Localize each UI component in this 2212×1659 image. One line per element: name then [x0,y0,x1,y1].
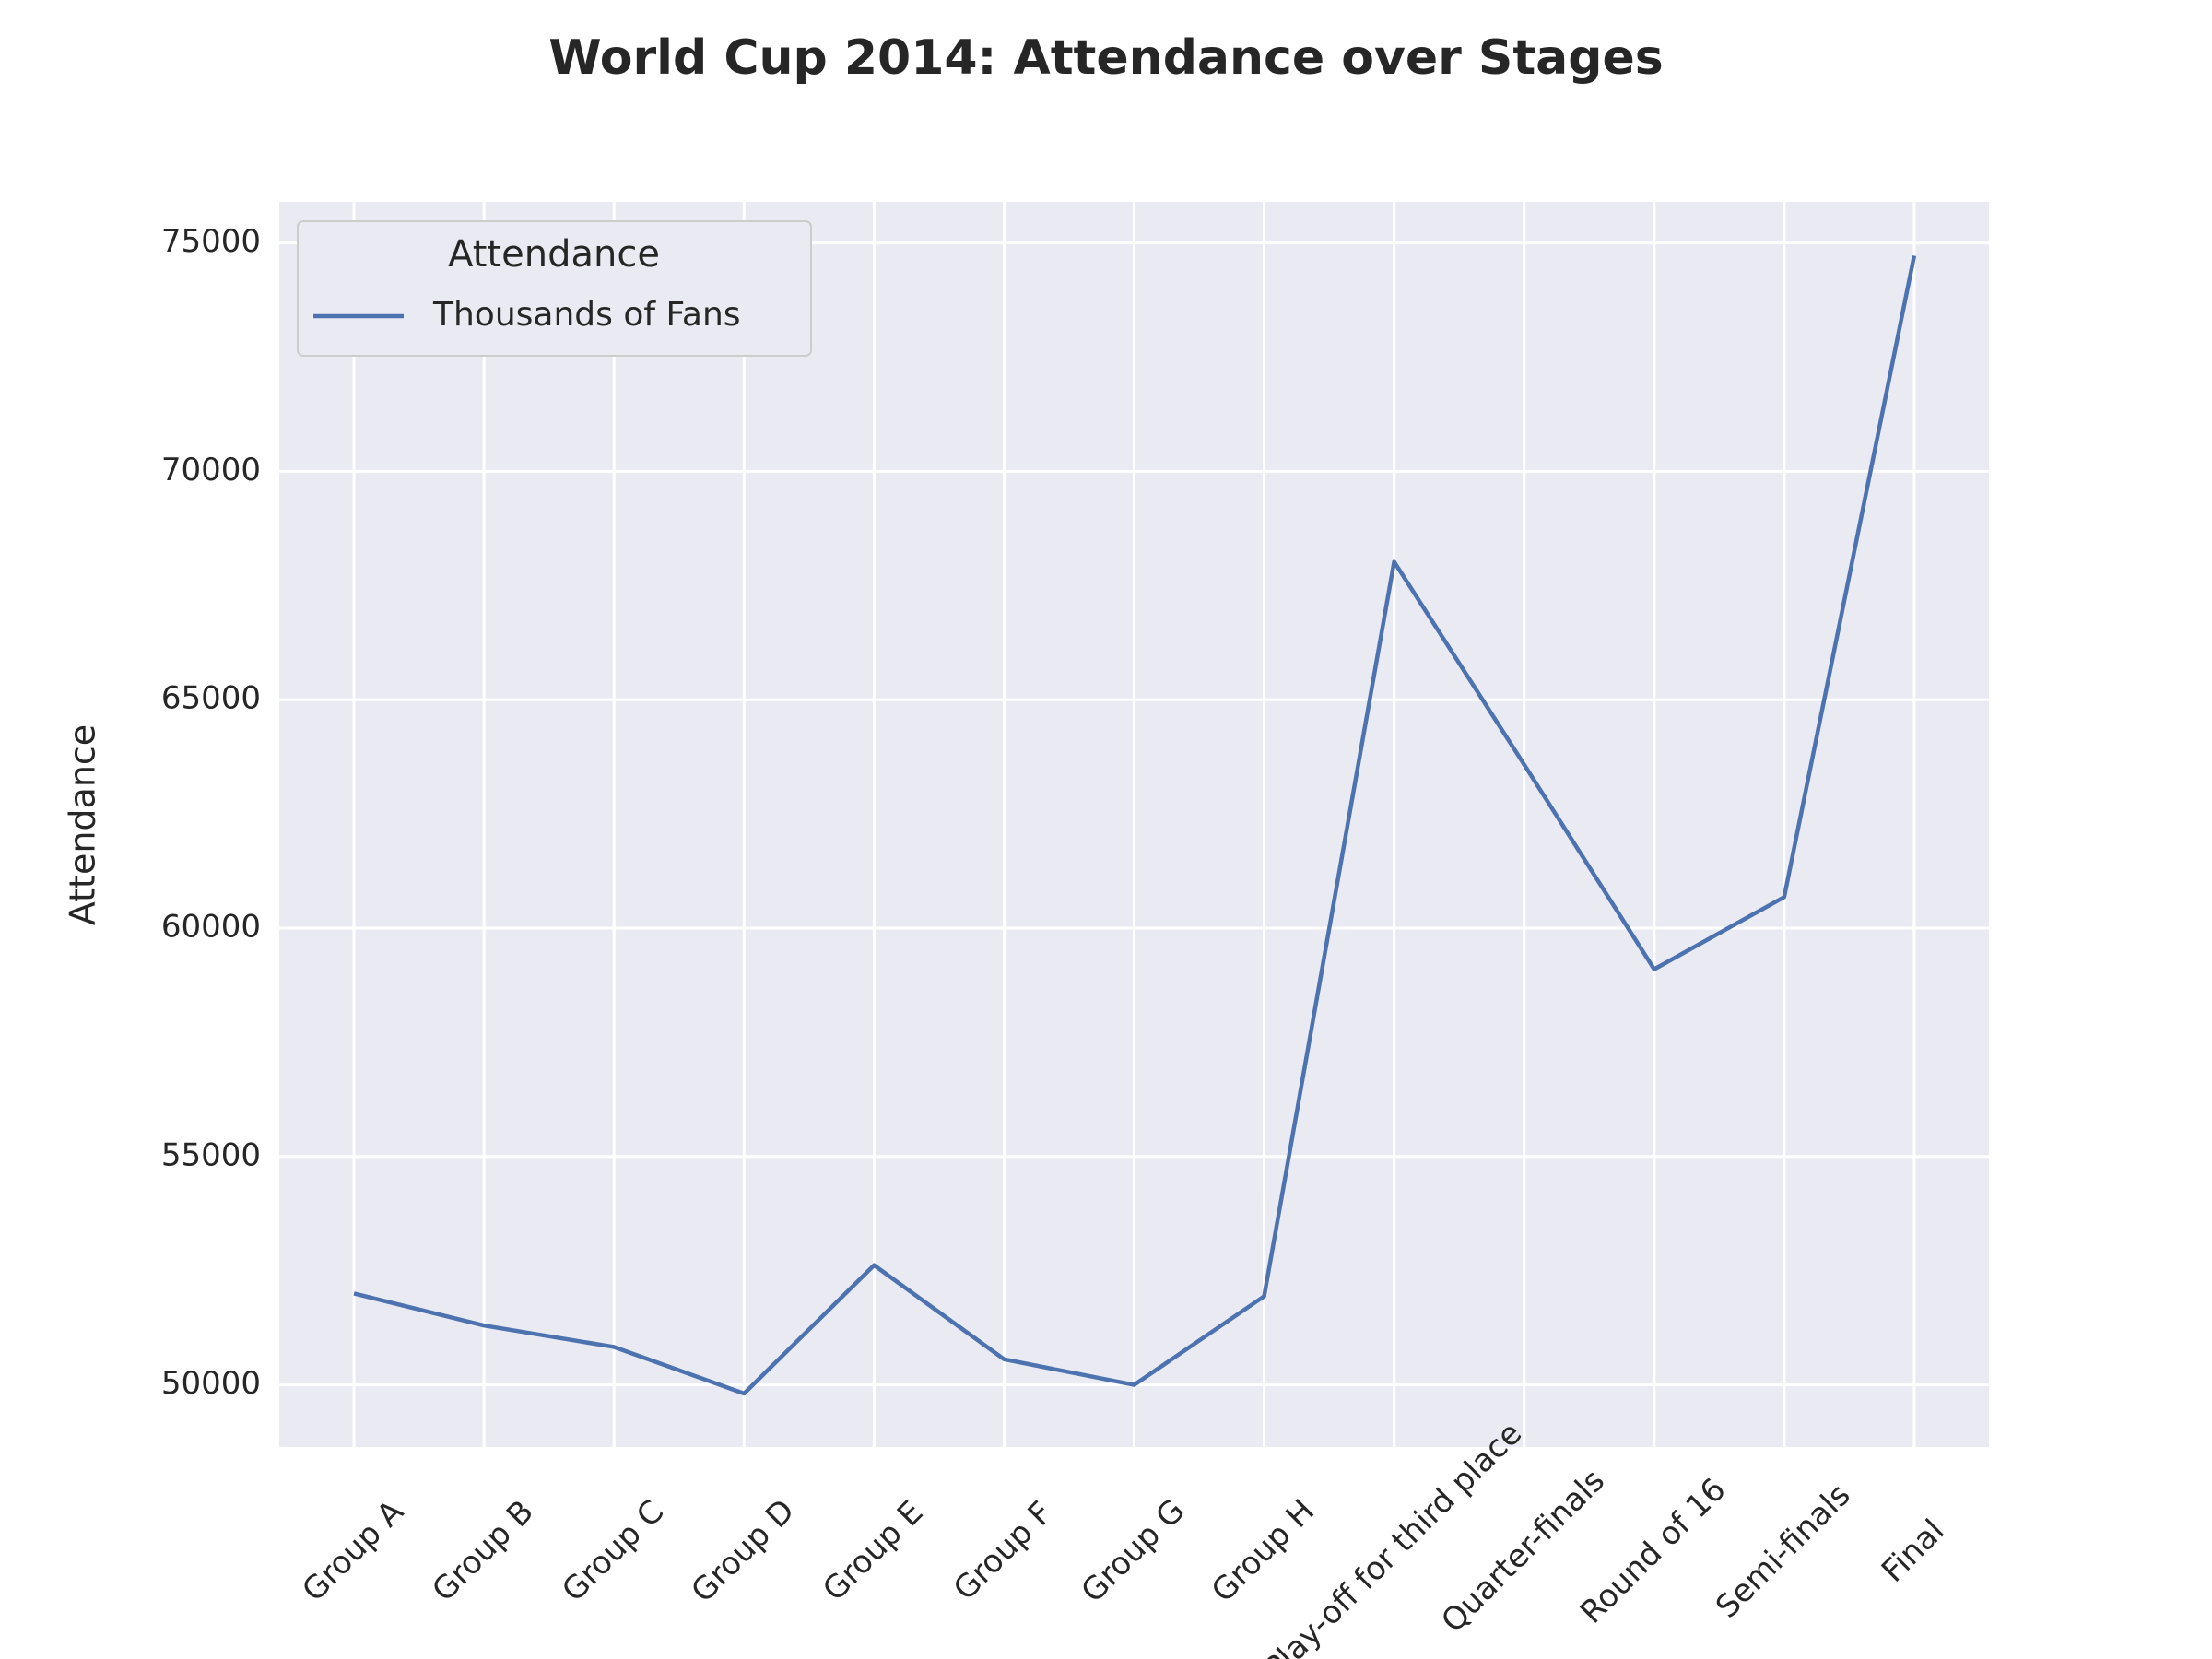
line [353,255,1917,1396]
x-tick-label: Group B [425,1493,541,1609]
x-tick-label: Group H [1205,1492,1322,1609]
x-tick-label: Group D [684,1492,802,1610]
y-axis-label: Attendance [63,724,103,925]
y-tick-label: 60000 [161,909,261,946]
y-tick-label: 70000 [161,452,261,488]
x-tick-label: Group F [947,1494,1060,1607]
x-tick-label: Group A [295,1493,411,1609]
x-tick-label: Final [1875,1512,1952,1590]
y-tick-label: 55000 [161,1136,261,1173]
x-tick-label: Group E [816,1494,930,1608]
x-tick-label: Group C [555,1493,671,1609]
chart-title: World Cup 2014: Attendance over Stages [548,30,1663,86]
legend-label: Thousands of Fans [432,296,741,334]
grid [279,202,1989,1447]
y-tick-label: 50000 [161,1365,261,1402]
legend-title: Attendance [448,233,660,276]
y-tick-label: 65000 [161,680,261,717]
y-tick-label: 75000 [161,223,261,260]
legend-box [297,220,812,357]
x-tick-label: Group G [1075,1492,1193,1610]
